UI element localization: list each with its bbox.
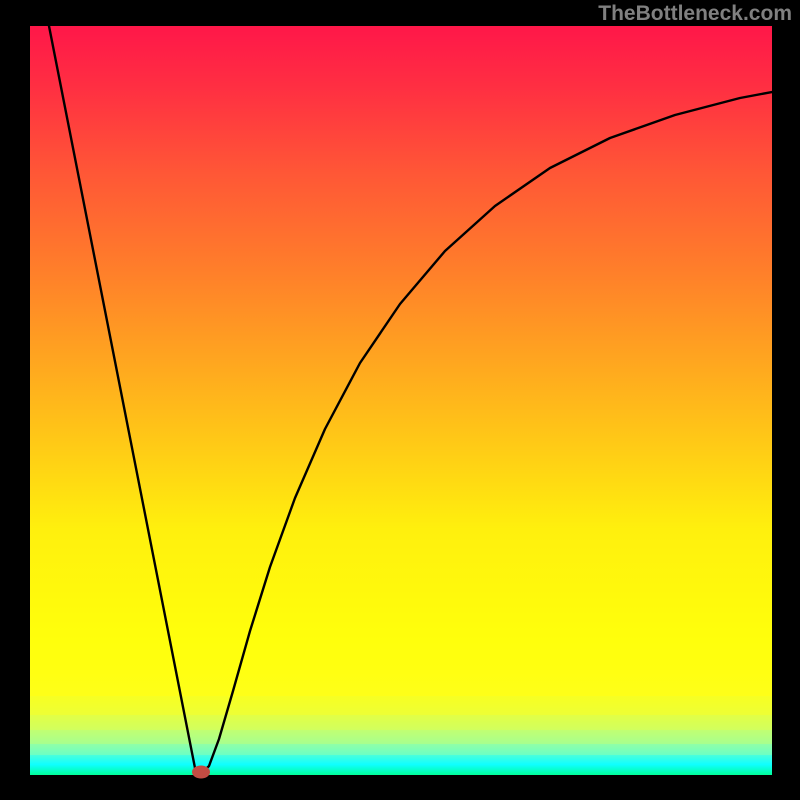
bottleneck-curve — [30, 26, 772, 774]
watermark-text: TheBottleneck.com — [598, 2, 792, 26]
optimum-marker-dot — [192, 766, 210, 779]
plot-area — [30, 26, 772, 774]
chart-canvas: TheBottleneck.com — [0, 0, 800, 800]
